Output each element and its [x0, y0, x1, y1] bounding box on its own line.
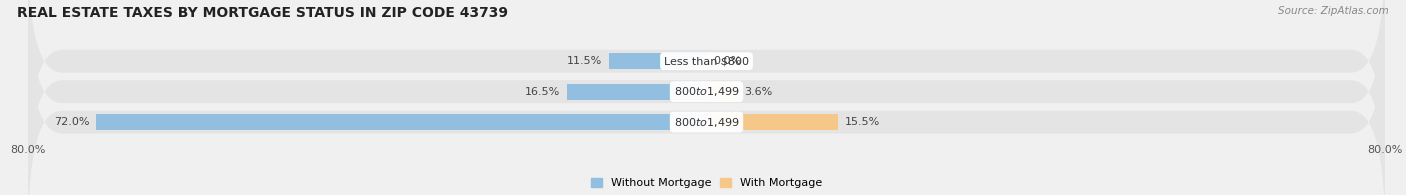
Text: $800 to $1,499: $800 to $1,499	[673, 85, 740, 98]
Text: REAL ESTATE TAXES BY MORTGAGE STATUS IN ZIP CODE 43739: REAL ESTATE TAXES BY MORTGAGE STATUS IN …	[17, 6, 508, 20]
Bar	[707, 114, 838, 130]
Bar	[96, 114, 707, 130]
Bar	[609, 53, 707, 69]
Bar	[707, 84, 737, 100]
Text: 16.5%: 16.5%	[524, 87, 560, 97]
FancyBboxPatch shape	[28, 12, 1385, 195]
FancyBboxPatch shape	[28, 0, 1385, 172]
Text: $800 to $1,499: $800 to $1,499	[673, 116, 740, 129]
Text: 0.0%: 0.0%	[713, 56, 741, 66]
Text: Source: ZipAtlas.com: Source: ZipAtlas.com	[1278, 6, 1389, 16]
Text: 11.5%: 11.5%	[567, 56, 602, 66]
Text: 15.5%: 15.5%	[845, 117, 880, 127]
Text: Less than $800: Less than $800	[664, 56, 749, 66]
Text: 72.0%: 72.0%	[53, 117, 89, 127]
Text: 3.6%: 3.6%	[744, 87, 772, 97]
Bar	[567, 84, 707, 100]
FancyBboxPatch shape	[28, 0, 1385, 195]
Legend: Without Mortgage, With Mortgage: Without Mortgage, With Mortgage	[591, 178, 823, 189]
